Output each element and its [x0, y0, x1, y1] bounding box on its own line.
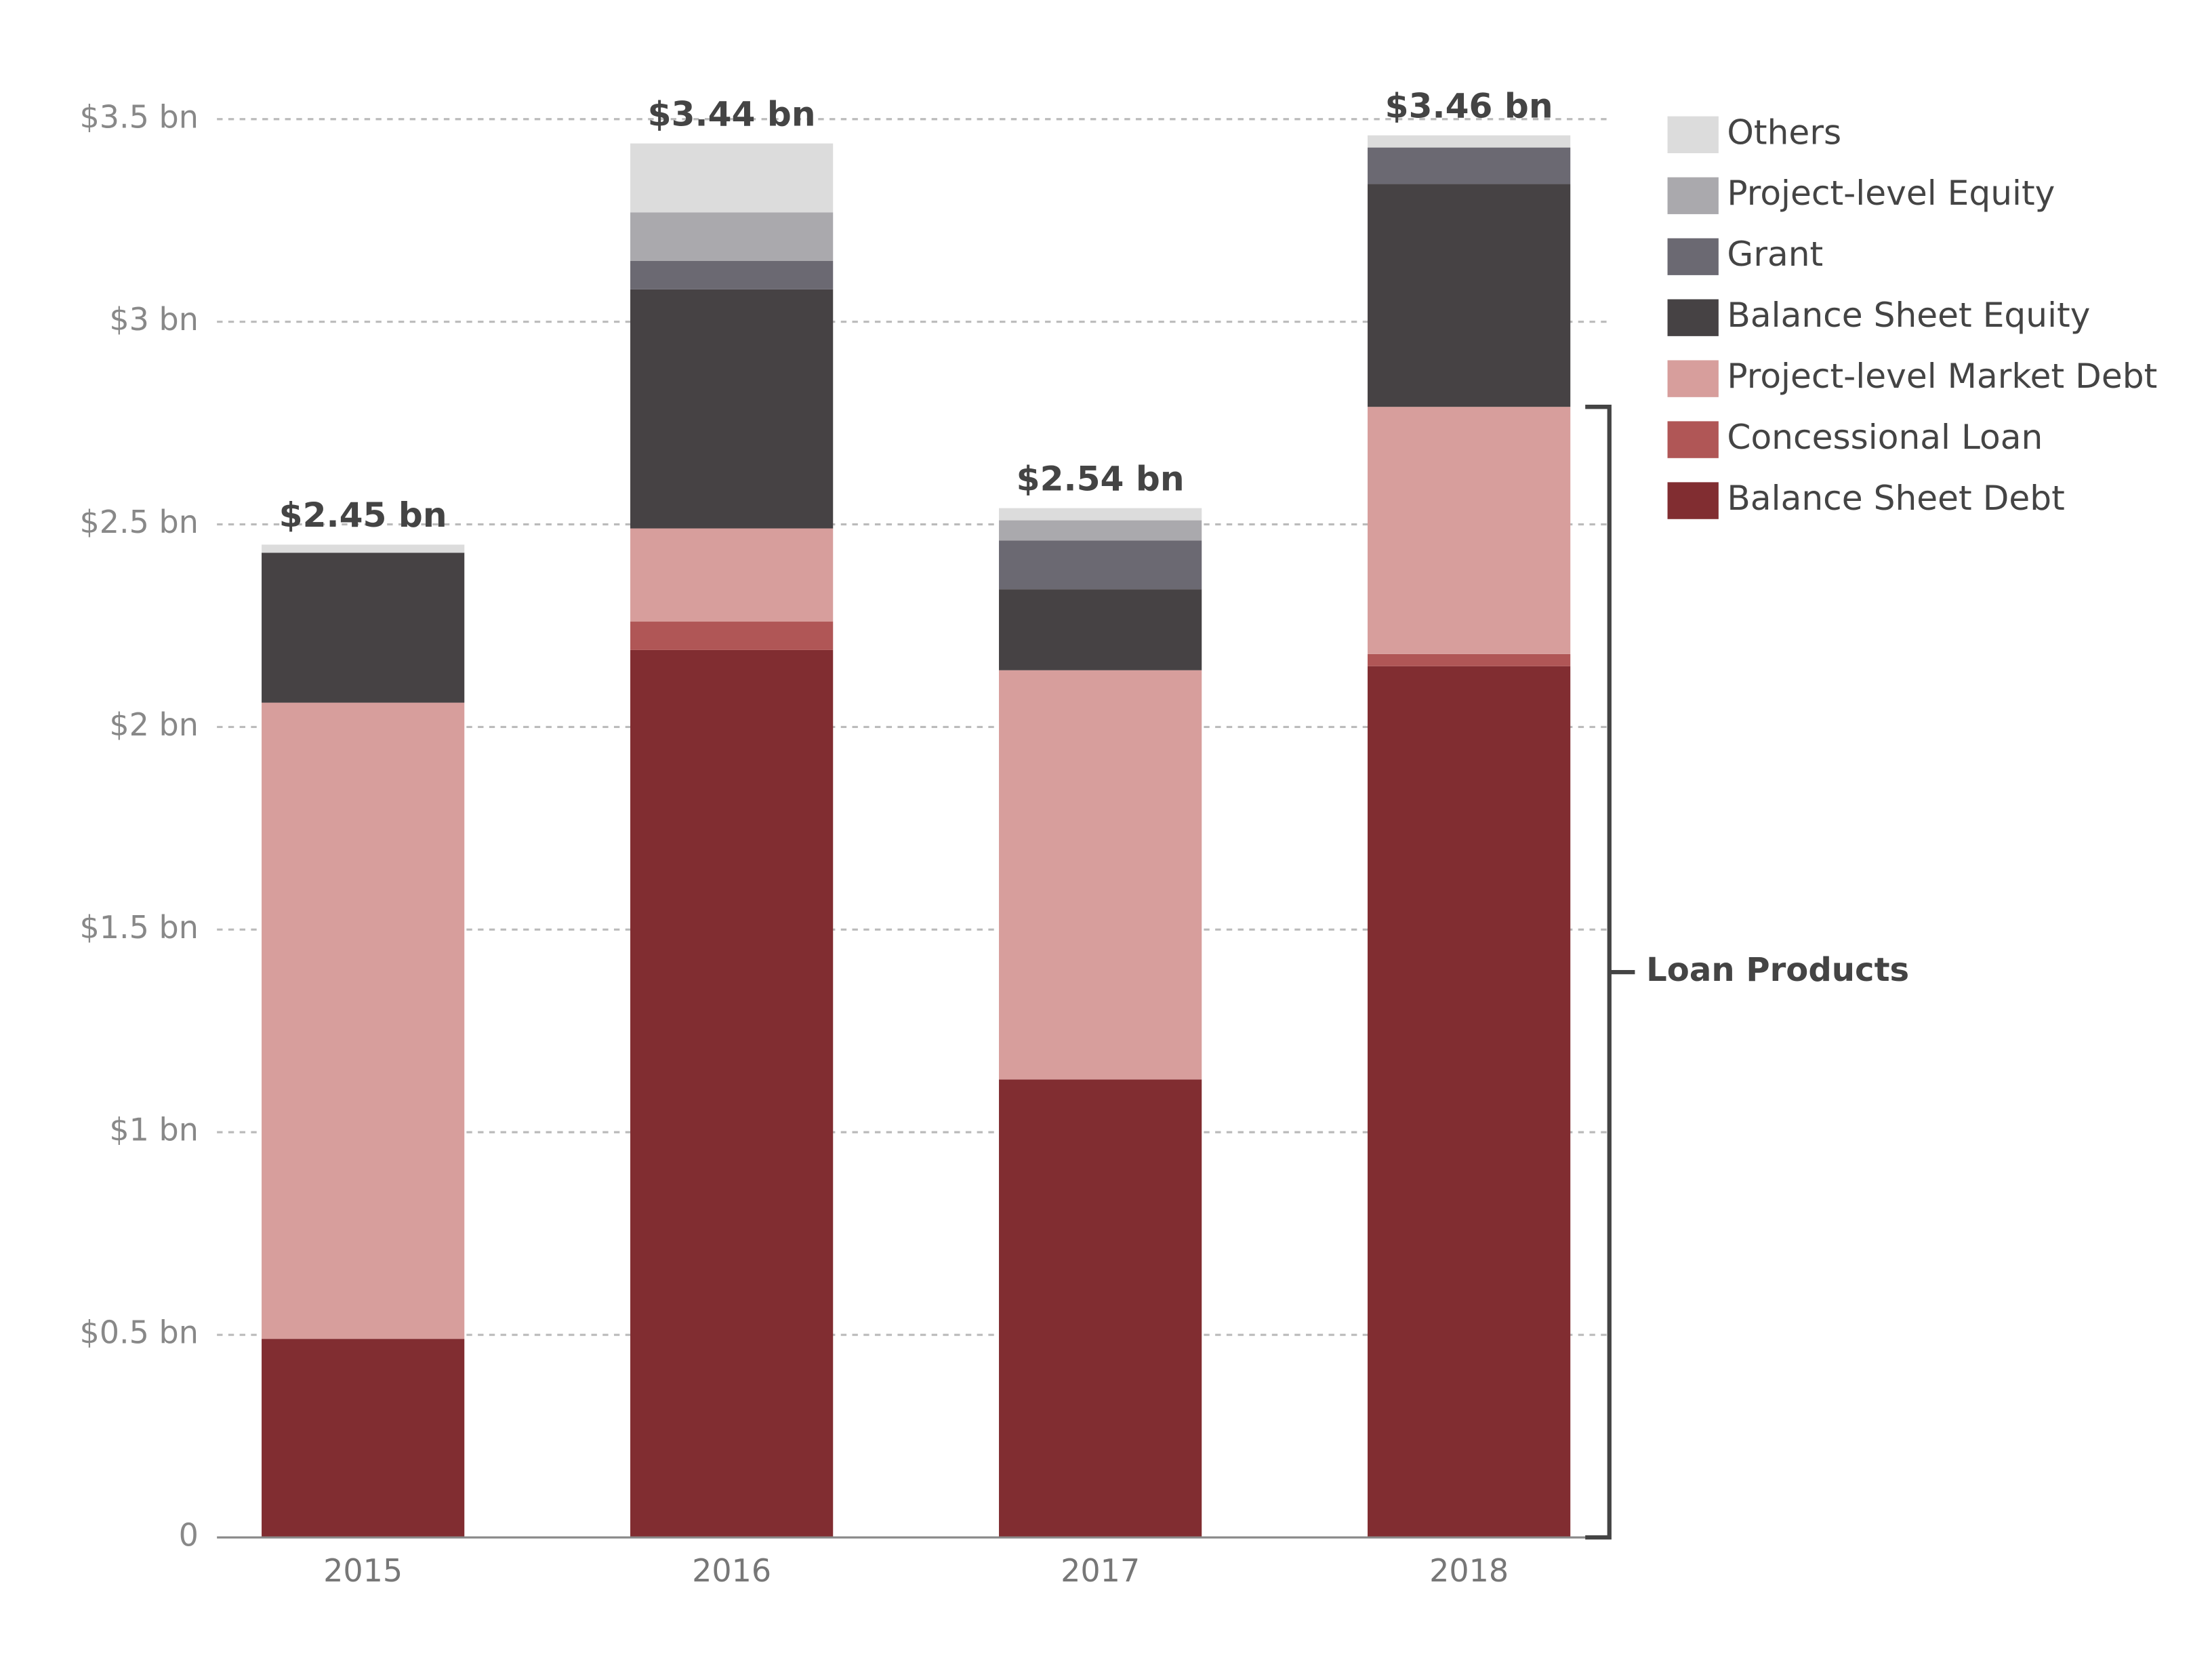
bar-segment [999, 540, 1202, 590]
legend-swatch [1667, 482, 1719, 519]
legend-label: Others [1727, 112, 1841, 152]
bar-segment [630, 649, 834, 1538]
y-tick-label: $2 bn [109, 706, 199, 743]
legend-swatch [1667, 116, 1719, 153]
legend-label: Project-level Market Debt [1727, 356, 2157, 396]
bar-segment [1368, 407, 1571, 654]
legend-label: Balance Sheet Equity [1727, 295, 2090, 335]
total-label: $3.44 bn [648, 94, 816, 134]
legend-label: Balance Sheet Debt [1727, 478, 2064, 518]
x-tick-label: 2016 [692, 1552, 771, 1589]
legend-label: Grant [1727, 234, 1823, 274]
bar-segment [262, 552, 465, 703]
bar-segment [630, 260, 834, 289]
bar-segment [1368, 184, 1571, 407]
legend-swatch [1667, 299, 1719, 336]
bar-segment [630, 212, 834, 261]
legend-swatch [1667, 177, 1719, 214]
total-label: $2.45 bn [279, 495, 447, 535]
bar-segment [1368, 135, 1571, 148]
bar-segment [1368, 147, 1571, 184]
x-tick-label: 2015 [323, 1552, 403, 1589]
x-tick-label: 2018 [1429, 1552, 1509, 1589]
y-tick-label: $3 bn [109, 301, 199, 338]
y-tick-label: $1.5 bn [79, 909, 198, 946]
bar-segment [999, 1079, 1202, 1538]
bar-segment [1368, 653, 1571, 666]
y-tick-label: $1 bn [109, 1112, 199, 1148]
bar-segment [630, 622, 834, 650]
legend-label: Project-level Equity [1727, 173, 2055, 213]
bar-segment [262, 544, 465, 553]
y-tick-label: $2.5 bn [79, 504, 198, 540]
bar-segment [630, 528, 834, 622]
legend-swatch [1667, 238, 1719, 275]
y-tick-label: 0 [179, 1517, 199, 1554]
legend-swatch [1667, 360, 1719, 397]
x-tick-label: 2017 [1061, 1552, 1140, 1589]
bar-segment [630, 289, 834, 529]
legend-label: Concessional Loan [1727, 417, 2043, 457]
bracket [1585, 405, 1635, 1540]
total-label: $2.54 bn [1017, 458, 1185, 498]
legend-swatch [1667, 421, 1719, 458]
bar-segment [630, 143, 834, 213]
bar-segment [1368, 666, 1571, 1538]
total-label: $3.46 bn [1385, 85, 1553, 125]
bar-segment [262, 1339, 465, 1538]
bar-segment [999, 520, 1202, 541]
bar-segment [999, 508, 1202, 521]
bar-segment [262, 702, 465, 1339]
bar-segment [999, 670, 1202, 1080]
bar-segment [999, 589, 1202, 670]
annotation-label: Loan Products [1646, 951, 1909, 989]
y-tick-label: $0.5 bn [79, 1314, 198, 1351]
y-tick-label: $3.5 bn [79, 98, 198, 135]
